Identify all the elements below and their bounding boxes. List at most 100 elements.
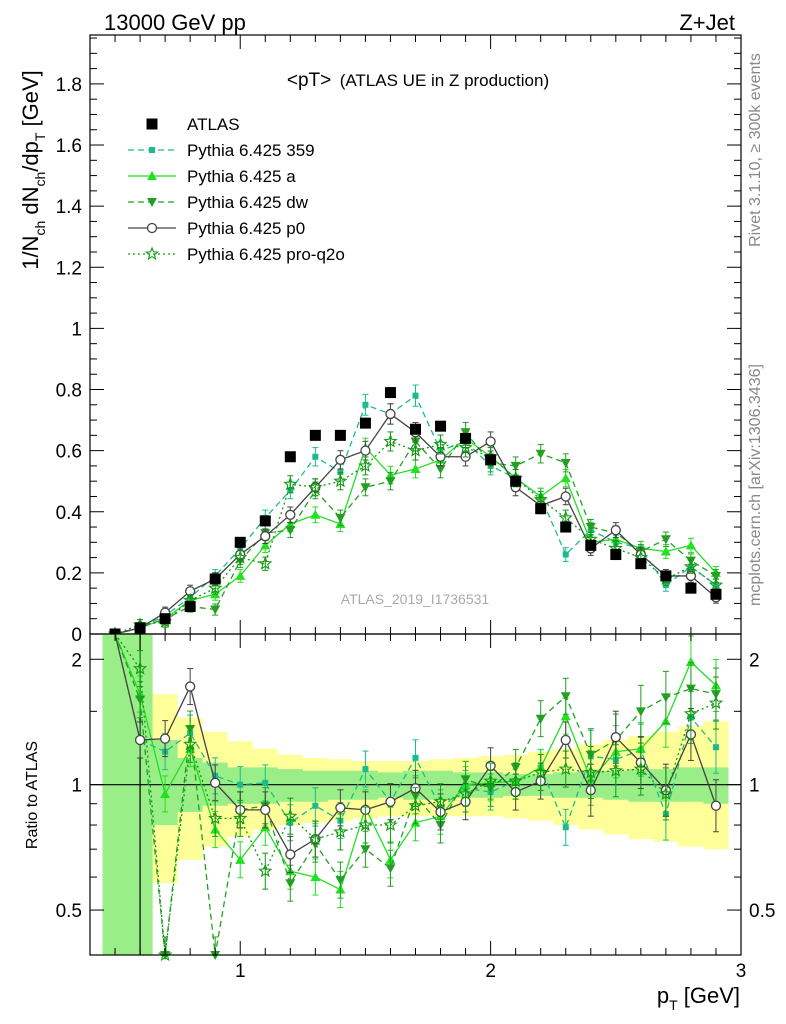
data-point (312, 453, 319, 460)
ylabel-end: [GeV] (18, 70, 43, 132)
atlas-point (610, 549, 622, 561)
data-point (485, 436, 496, 447)
data-point (260, 540, 271, 550)
analysis-label: ATLAS_2019_I1736531 (341, 591, 490, 607)
ratio-point (383, 817, 398, 832)
data-point (562, 551, 569, 558)
data-point (560, 458, 571, 468)
data-point (433, 437, 448, 451)
ratio-point (535, 714, 546, 724)
data-point (283, 476, 298, 491)
data-point (285, 509, 296, 520)
ratio-point (635, 707, 646, 717)
ylabel-sub1: ch (32, 221, 48, 236)
data-point (685, 540, 696, 550)
legend-label: Pythia 6.425 dw (187, 193, 309, 212)
ratio-point (712, 744, 719, 751)
data-point (362, 401, 369, 408)
legend-marker (144, 246, 160, 261)
y-tick-label: 0.8 (56, 381, 82, 402)
y-tick-label: 1 (71, 319, 82, 340)
ratio-point (157, 947, 173, 962)
data-point (383, 434, 398, 448)
ratio-point (312, 802, 319, 809)
ylabel-sub3: T (32, 132, 48, 141)
data-point (435, 464, 446, 474)
data-point (510, 461, 521, 471)
ratio-point (285, 849, 296, 860)
atlas-point (209, 573, 221, 585)
ratio-x-tick-label: 3 (736, 961, 747, 982)
ratio-point (558, 761, 573, 776)
data-point (385, 477, 396, 487)
ratio-point (358, 817, 373, 832)
main-ylabel: 1/Nch dNch/dpT [GeV] (18, 70, 48, 270)
data-point (285, 526, 296, 536)
ratio-point (308, 831, 323, 846)
data-point (208, 580, 223, 595)
ratio-point (335, 876, 346, 886)
header-left: 13000 GeV pp (104, 10, 246, 35)
y-tick-label: 0.4 (56, 503, 83, 524)
ratio-point (560, 734, 571, 746)
ratio-point (533, 764, 548, 779)
ratio-x-tick-label: 1 (235, 961, 246, 982)
atlas-point (685, 582, 697, 594)
ratio-point (412, 754, 419, 761)
data-point (610, 524, 621, 536)
data-point (333, 473, 348, 488)
data-point (360, 483, 371, 493)
legend-marker (149, 147, 155, 153)
ratio-y-tick-label-right: 1 (749, 776, 760, 797)
ratio-point (310, 872, 321, 882)
atlas-point (635, 558, 647, 570)
atlas-point (510, 475, 522, 487)
ratio-point (208, 810, 223, 825)
legend-marker (146, 118, 158, 130)
ratio-point (385, 796, 396, 807)
ratio-point (235, 854, 246, 864)
xlabel-end: [GeV] (678, 983, 740, 1008)
ratio-point (658, 786, 673, 801)
ratio-y-tick-label: 2 (71, 650, 82, 671)
atlas-point (234, 536, 246, 548)
legend-marker (146, 222, 158, 234)
atlas-point (134, 622, 146, 634)
legend-label: Pythia 6.425 359 (187, 141, 315, 160)
data-point (408, 443, 423, 457)
data-point (533, 491, 548, 506)
data-point (260, 531, 271, 542)
ratio-point (132, 661, 148, 675)
ratio-frame (89, 633, 742, 956)
ratio-point (633, 761, 649, 776)
main-title: <pT> (ATLAS UE in Z production) (287, 70, 549, 91)
ratio-y-tick-label: 0.5 (56, 901, 82, 922)
atlas-point (485, 454, 497, 466)
y-tick-label: 0.6 (56, 442, 82, 463)
y-tick-label: 0 (71, 625, 82, 646)
ratio-point (660, 693, 671, 703)
ratio-panel: 0.5 0.5 1 1 2 2 1 2 3 (56, 633, 775, 982)
data-point (585, 523, 596, 533)
header-right: Z+Jet (679, 10, 735, 35)
atlas-point (660, 570, 672, 582)
atlas-point (184, 600, 196, 612)
rivet-label: Rivet 3.1.10, ≥ 300k events (747, 53, 764, 247)
atlas-point (334, 429, 346, 441)
ratio-point (685, 657, 696, 667)
atlas-point (460, 432, 472, 444)
main-title-sub: (ATLAS UE in Z production) (340, 71, 549, 90)
ratio-point (335, 802, 346, 813)
data-point (308, 479, 323, 494)
atlas-point (560, 521, 572, 533)
ratio-point (258, 863, 273, 878)
legend: ATLAS Pythia 6.425 359 Pythia 6.425 a Pythi… (128, 115, 345, 264)
legend-label: Pythia 6.425 pro-q2o (187, 245, 345, 264)
ratio-point (262, 779, 269, 786)
ratio-point (708, 695, 724, 710)
ratio-point (159, 733, 171, 744)
main-title-main: <pT> (287, 70, 331, 91)
ylabel-main: 1/N (18, 236, 43, 270)
ratio-ylabel: Ratio to ATLAS (24, 741, 41, 849)
